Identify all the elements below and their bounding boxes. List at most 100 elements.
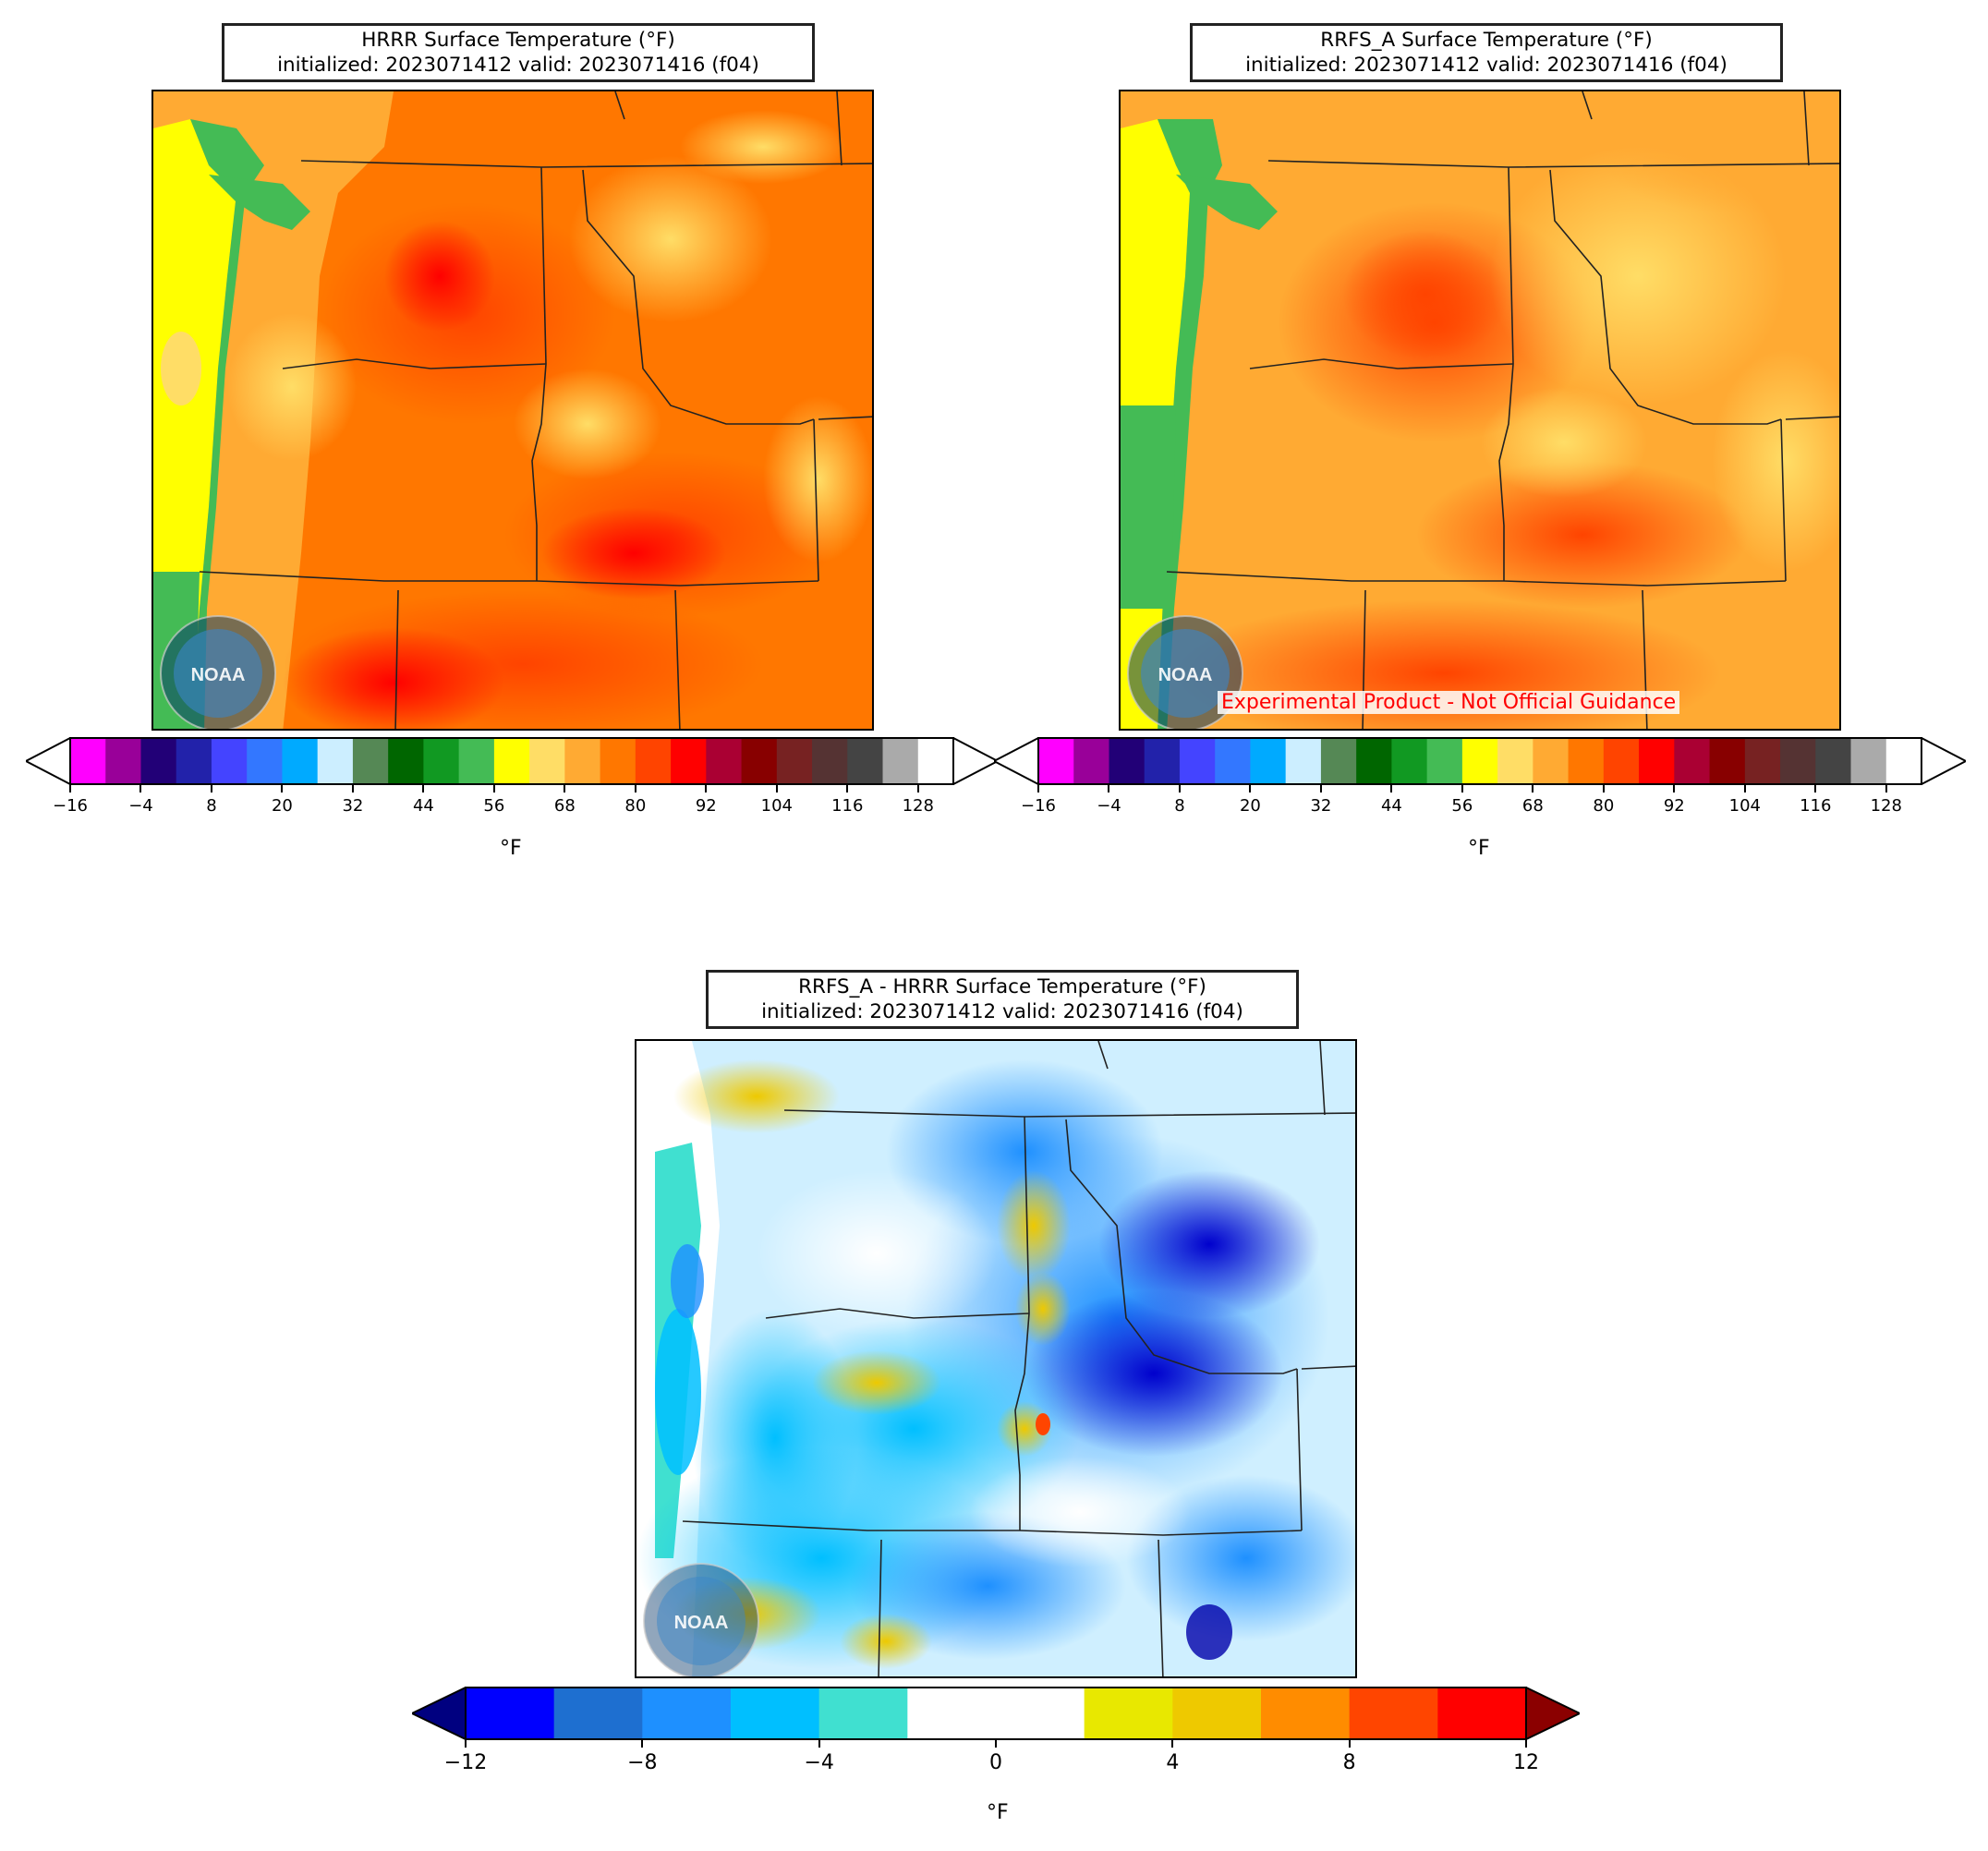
colorbar-bin	[1215, 738, 1251, 784]
colorbar-tick-label: 68	[1521, 796, 1544, 816]
colorbar-tick-label: −16	[53, 796, 88, 816]
colorbar-tick-mark	[281, 785, 284, 792]
colorbar-tick-mark	[1885, 785, 1887, 792]
colorbar-tick-mark	[1525, 1740, 1527, 1748]
colorbar-bin	[1568, 738, 1605, 784]
colorbar-bin	[1639, 738, 1675, 784]
colorbar-bin	[1172, 1688, 1262, 1739]
colorbar-border	[1037, 737, 1922, 785]
colorbar-bin	[996, 1688, 1085, 1739]
rrfs-colorbar-unit: °F	[1468, 837, 1490, 860]
colorbar-tick-mark	[1390, 785, 1393, 792]
colorbar-tick-mark	[492, 785, 495, 792]
colorbar-tick-mark	[641, 1740, 644, 1748]
colorbar-bin	[282, 738, 319, 784]
experimental-watermark: Experimental Product - Not Official Guid…	[1218, 691, 1680, 714]
colorbar-tick-label: 20	[271, 796, 293, 816]
colorbar-bin	[1250, 738, 1287, 784]
colorbar-tick-mark	[465, 1740, 467, 1748]
colorbar-tick-label: 20	[1239, 796, 1261, 816]
colorbar-over-extend	[952, 736, 1000, 786]
colorbar-bin	[1073, 738, 1109, 784]
noaa-logo-text: NOAA	[1158, 665, 1213, 685]
colorbar-tick-mark	[139, 785, 142, 792]
colorbar-over-extend	[1525, 1686, 1582, 1741]
colorbar-tick-mark	[705, 785, 708, 792]
colorbar-tick-label: 32	[1310, 796, 1332, 816]
colorbar-bin	[1109, 738, 1146, 784]
colorbar-bin	[812, 738, 848, 784]
hrrr-colorbar-svg	[23, 736, 1000, 786]
colorbar-bin	[1603, 738, 1640, 784]
colorbar-under-extend	[23, 736, 71, 786]
colorbar-tick-label: −16	[1021, 796, 1056, 816]
colorbar-tick-mark	[351, 785, 354, 792]
colorbar-bin	[776, 738, 813, 784]
colorbar-tick-mark	[1532, 785, 1534, 792]
colorbar-bin	[1780, 738, 1816, 784]
colorbar-tick-label: 12	[1513, 1751, 1539, 1774]
colorbar-bin	[1320, 738, 1357, 784]
colorbar-tick-label: 128	[902, 796, 934, 816]
colorbar-tick-label: −12	[443, 1751, 488, 1774]
colorbar-tick-mark	[1602, 785, 1605, 792]
colorbar-bin	[1815, 738, 1852, 784]
colorbar-tick-mark	[1249, 785, 1252, 792]
colorbar-bin	[388, 738, 424, 784]
colorbar-tick-label: 128	[1870, 796, 1902, 816]
colorbar-under-extend	[409, 1686, 467, 1741]
noaa-logo: NOAA	[1127, 615, 1243, 729]
hrrr-colorbar	[23, 736, 1000, 786]
colorbar-bin	[731, 1688, 820, 1739]
colorbar-tick-label: 104	[1728, 796, 1761, 816]
hrrr-title-box: HRRR Surface Temperature (°F) initialize…	[222, 23, 815, 82]
colorbar-tick-mark	[634, 785, 636, 792]
colorbar-tick-label: 4	[1166, 1751, 1180, 1774]
colorbar-bin	[105, 738, 141, 784]
hrrr-title-line2: initialized: 2023071412 valid: 202307141…	[277, 54, 759, 77]
colorbar-bin	[493, 738, 530, 784]
colorbar-bin	[247, 738, 283, 784]
colorbar-tick-mark	[916, 785, 919, 792]
diff-colorbar-svg	[409, 1686, 1582, 1741]
colorbar-bin	[671, 738, 707, 784]
colorbar-bin	[1038, 738, 1074, 784]
colorbar-bin	[1497, 738, 1533, 784]
colorbar-tick-label: −4	[804, 1751, 834, 1774]
colorbar-bin	[642, 1688, 732, 1739]
colorbar-tick-mark	[210, 785, 212, 792]
colorbar-tick-label: 92	[695, 796, 717, 816]
colorbar-tick-label: −4	[1097, 796, 1121, 816]
colorbar-tick-mark	[422, 785, 425, 792]
hrrr-temperature-field: NOAA	[153, 91, 872, 729]
colorbar-bin	[907, 1688, 997, 1739]
colorbar-bin	[1285, 738, 1322, 784]
rrfs-title-line1: RRFS_A Surface Temperature (°F)	[1320, 29, 1653, 52]
colorbar-tick-label: 8	[1174, 796, 1185, 816]
colorbar-bin	[1426, 738, 1463, 784]
colorbar-bin	[211, 738, 248, 784]
colorbar-bin	[847, 738, 884, 784]
colorbar-under-extend	[991, 736, 1039, 786]
noaa-logo-text: NOAA	[674, 1613, 729, 1633]
colorbar-bin	[553, 1688, 643, 1739]
colorbar-tick-label: 116	[1800, 796, 1832, 816]
colorbar-bin	[529, 738, 565, 784]
colorbar-tick-label: 44	[1380, 796, 1402, 816]
colorbar-tick-mark	[1348, 1740, 1351, 1748]
rrfs-temperature-field: NOAA	[1121, 91, 1839, 729]
colorbar-tick-label: 8	[1342, 1751, 1356, 1774]
colorbar-tick-mark	[995, 1740, 997, 1748]
colorbar-tick-label: −8	[627, 1751, 658, 1774]
rrfs-title-line2: initialized: 2023071412 valid: 202307141…	[1245, 54, 1727, 77]
rrfs-map: NOAA	[1119, 90, 1841, 731]
colorbar-bin	[1674, 738, 1711, 784]
colorbar-tick-mark	[69, 785, 71, 792]
rrfs-colorbar-svg	[991, 736, 1969, 786]
colorbar-bin	[564, 738, 601, 784]
colorbar-bin	[1144, 738, 1181, 784]
colorbar-bin	[176, 738, 212, 784]
colorbar-tick-mark	[1037, 785, 1039, 792]
colorbar-tick-label: 0	[989, 1751, 1002, 1774]
colorbar-tick-label: 56	[1451, 796, 1473, 816]
